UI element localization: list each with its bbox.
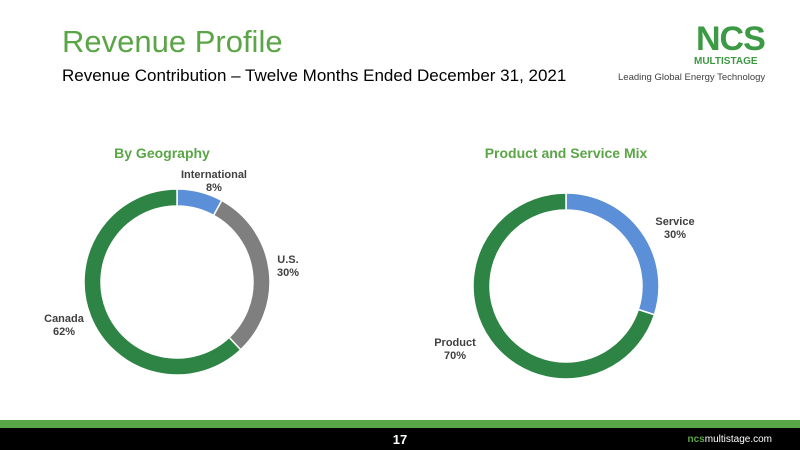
- slice-u-s: [212, 199, 271, 351]
- value-us: 30%: [277, 267, 299, 279]
- footer-green-stripe: [0, 420, 800, 428]
- footer-bar: [0, 428, 800, 450]
- slice-product: [472, 192, 656, 380]
- logo-tagline: Leading Global Energy Technology: [618, 72, 766, 83]
- value-service: 30%: [664, 229, 686, 241]
- footer-url[interactable]: ncsmultistage.com: [688, 434, 772, 445]
- company-logo: NCS MULTISTAGE Leading Global Energy Tec…: [600, 22, 790, 86]
- value-product: 70%: [444, 350, 466, 362]
- value-canada: 62%: [53, 326, 75, 338]
- page-number: 17: [392, 432, 408, 447]
- slice-canada: [83, 188, 242, 376]
- footer-url-prefix: ncs: [687, 434, 705, 445]
- value-international: 8%: [206, 182, 222, 194]
- logo-name: NCS: [696, 20, 766, 58]
- logo-sub: MULTISTAGE: [694, 56, 758, 67]
- label-canada: Canada: [44, 313, 85, 325]
- slide-subtitle: Revenue Contribution – Twelve Months End…: [62, 66, 567, 85]
- donut-geography: [83, 188, 271, 376]
- chart-title-geography: By Geography: [114, 145, 210, 161]
- donut-mix: [472, 192, 660, 380]
- label-service: Service: [655, 216, 694, 228]
- slice-service: [565, 192, 660, 316]
- donut-charts: By Geography International 8% U.S. 30% C…: [44, 145, 695, 380]
- label-international: International: [181, 169, 247, 181]
- footer-url-suffix: multistage.com: [704, 434, 772, 445]
- slide-title: Revenue Profile: [62, 24, 283, 59]
- label-product: Product: [434, 337, 476, 349]
- chart-title-mix: Product and Service Mix: [485, 145, 648, 161]
- label-us: U.S.: [277, 254, 298, 266]
